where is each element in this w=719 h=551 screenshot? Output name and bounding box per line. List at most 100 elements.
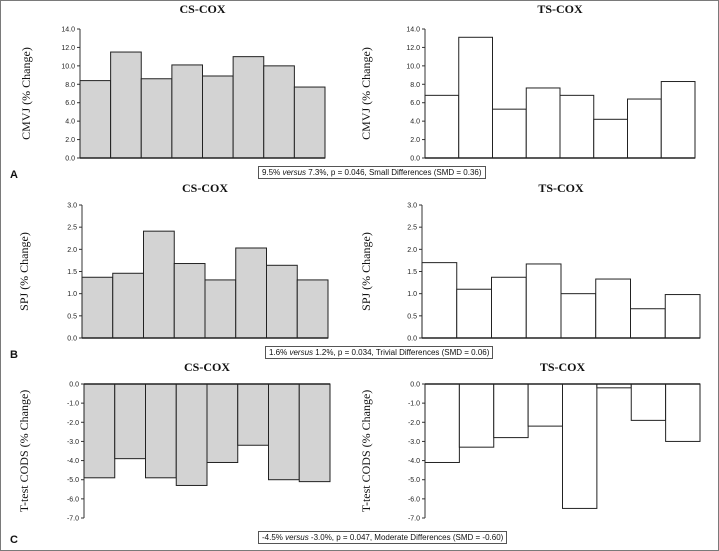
- y-tick-label: 1.5: [407, 269, 417, 276]
- y-tick-label: -1.0: [67, 401, 79, 408]
- y-tick-label: 6.0: [410, 100, 420, 107]
- y-axis-label: CMVJ (% Change): [359, 47, 373, 140]
- y-axis-label: CMVJ (% Change): [19, 47, 33, 140]
- bar-5: [202, 75, 234, 159]
- bar-5: [559, 94, 595, 159]
- bar-8: [293, 86, 326, 159]
- chart-title: TS-COX: [538, 181, 584, 195]
- bar-6: [237, 383, 269, 446]
- stats-detail-a: 7.3%, p = 0.046, Small Differences (SMD …: [306, 168, 482, 177]
- y-tick-label: 2.0: [410, 137, 420, 144]
- y-tick-label: 0.0: [407, 336, 417, 343]
- y-tick-label: 8.0: [65, 82, 75, 89]
- bar-4: [175, 383, 208, 486]
- bar-5: [204, 279, 237, 339]
- bar-7: [266, 264, 298, 339]
- bar-4: [525, 263, 562, 339]
- bar-3: [491, 276, 527, 339]
- y-tick-label: 2.0: [407, 247, 417, 254]
- chart-panel-4: TS-COX SPJ (% Change) 0.0 0.5 1.0 1.5 2.0 2.5 3.…: [359, 181, 701, 343]
- y-tick-label: 0.0: [67, 336, 77, 343]
- bar-4: [525, 87, 561, 159]
- bar-8: [298, 383, 331, 483]
- y-tick-label: -2.0: [67, 420, 79, 427]
- bar-8: [664, 294, 701, 339]
- bar-6: [595, 278, 631, 339]
- y-tick-label: 0.0: [410, 156, 420, 163]
- bar-4: [171, 64, 203, 159]
- bar-7: [627, 98, 662, 159]
- bar-2: [456, 288, 492, 339]
- bar-7: [630, 308, 666, 339]
- bar-1: [81, 276, 114, 339]
- chart-panel-2: TS-COX CMVJ (% Change) 0.0 2.0 4.0 6.0 8.0 10.0…: [359, 2, 696, 163]
- y-axis-label: T-test CODS (% Change): [359, 390, 373, 513]
- bar-3: [493, 383, 529, 439]
- bar-1: [421, 262, 458, 339]
- y-tick-label: 0.5: [407, 313, 417, 320]
- y-axis-label: T-test CODS (% Change): [17, 390, 31, 513]
- y-tick-label: 6.0: [65, 100, 75, 107]
- bar-2: [110, 51, 142, 159]
- bar-5: [560, 293, 597, 339]
- stats-detail-c: -3.0%, p = 0.047, Moderate Differences (…: [308, 533, 504, 542]
- stats-box-b: 1.6% versus 1.2%, p = 0.034, Trivial Dif…: [265, 346, 494, 359]
- bar-6: [232, 56, 265, 159]
- y-tick-label: -3.0: [408, 439, 420, 446]
- y-tick-label: 0.0: [65, 156, 75, 163]
- chart-title: TS-COX: [540, 360, 586, 374]
- chart-title: CS-COX: [179, 2, 225, 16]
- y-tick-label: 1.0: [407, 291, 417, 298]
- y-tick-label: 4.0: [410, 119, 420, 126]
- bar-2: [114, 383, 146, 460]
- stats-box-a: 9.5% versus 7.3%, p = 0.046, Small Diffe…: [258, 166, 486, 179]
- stats-value-b: 1.6%: [269, 348, 290, 357]
- bar-6: [593, 118, 628, 159]
- bar-3: [140, 78, 173, 159]
- stats-versus-c: versus: [285, 533, 309, 542]
- bar-8: [296, 279, 329, 339]
- y-tick-label: -3.0: [67, 439, 79, 446]
- stats-versus-b: versus: [289, 348, 314, 357]
- y-tick-label: 2.5: [407, 225, 417, 232]
- y-tick-label: 3.0: [67, 203, 77, 210]
- bar-2: [458, 383, 495, 448]
- chart-title: TS-COX: [537, 2, 583, 16]
- bar-8: [660, 81, 696, 159]
- bar-7: [268, 383, 300, 481]
- bar-1: [424, 94, 460, 159]
- bar-4: [173, 263, 206, 339]
- bar-1: [424, 383, 460, 463]
- bar-3: [492, 108, 527, 159]
- y-tick-label: -5.0: [408, 477, 420, 484]
- bar-4: [527, 383, 563, 427]
- y-tick-label: 4.0: [65, 119, 75, 126]
- bar-3: [143, 230, 175, 339]
- y-tick-label: -1.0: [408, 401, 420, 408]
- chart-title: CS-COX: [182, 181, 228, 195]
- y-axis-label: SPJ (% Change): [359, 232, 373, 311]
- bar-6: [235, 247, 267, 339]
- y-tick-label: 3.0: [407, 203, 417, 210]
- bar-5: [562, 383, 598, 509]
- stats-detail-b: 1.2%, p = 0.034, Trivial Differences (SM…: [313, 348, 490, 357]
- y-tick-label: -6.0: [67, 496, 79, 503]
- stats-box-c: -4.5% versus -3.0%, p = 0.047, Moderate …: [258, 531, 508, 544]
- y-tick-label: 0.5: [67, 313, 77, 320]
- y-tick-label: -5.0: [67, 477, 79, 484]
- bar-2: [112, 272, 144, 339]
- y-tick-label: -4.0: [408, 458, 420, 465]
- bar-8: [665, 383, 701, 442]
- bar-1: [83, 383, 116, 479]
- y-tick-label: -7.0: [408, 516, 420, 523]
- y-tick-label: -6.0: [408, 496, 420, 503]
- bar-7: [630, 383, 667, 421]
- y-tick-label: -2.0: [408, 420, 420, 427]
- y-axis-label: SPJ (% Change): [17, 232, 31, 311]
- y-tick-label: 10.0: [406, 63, 420, 70]
- bar-3: [145, 383, 177, 479]
- row-label-a: A: [10, 169, 18, 181]
- chart-panel-1: CS-COX CMVJ (% Change) 0.0 2.0 4.0 6.0 8.0 10.0…: [19, 2, 326, 163]
- y-tick-label: 8.0: [410, 82, 420, 89]
